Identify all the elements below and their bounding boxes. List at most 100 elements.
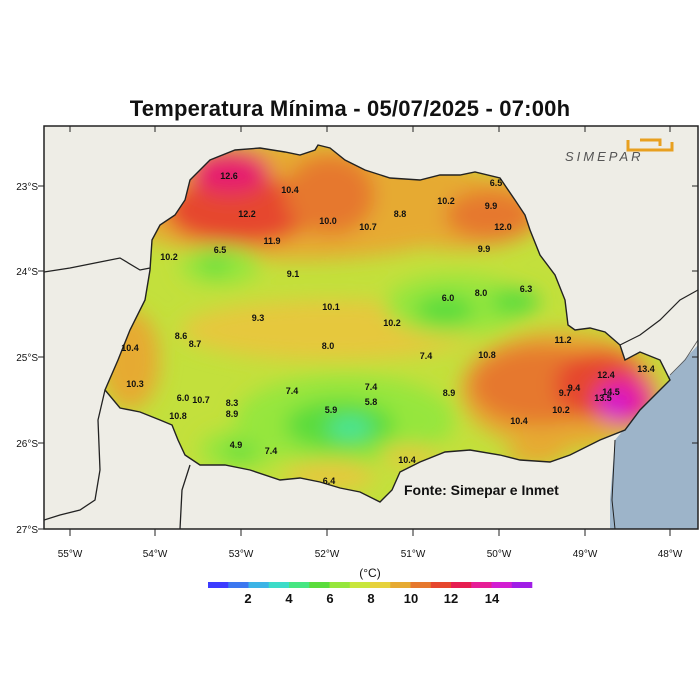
station-value: 6.3 xyxy=(520,284,533,294)
latitude-labels: 23°S 24°S 25°S 26°S 27°S xyxy=(16,182,38,536)
colorbar-swatch xyxy=(410,582,432,588)
boundary-west-north xyxy=(44,257,151,273)
colorbar-swatch xyxy=(349,582,371,588)
colorbar-tick: 2 xyxy=(244,591,251,606)
colorbar-swatch xyxy=(491,582,513,588)
colorbar-swatch xyxy=(370,582,391,588)
station-value: 13.4 xyxy=(637,364,655,374)
longitude-labels: 55°W 54°W 53°W 52°W 51°W 50°W 49°W 48°W xyxy=(58,549,683,560)
coastline-south xyxy=(611,439,616,529)
station-value: 10.2 xyxy=(160,252,178,262)
colorbar-swatch xyxy=(451,582,472,588)
colorbar-tick: 10 xyxy=(404,591,418,606)
lon-label-50w: 50°W xyxy=(487,549,512,560)
station-value: 12.2 xyxy=(238,209,256,219)
colorbar-swatch xyxy=(228,582,249,588)
logo-text: SIMEPAR xyxy=(565,149,644,164)
lon-label-49w: 49°W xyxy=(573,549,598,560)
station-value: 9.9 xyxy=(485,201,498,211)
coastline-east xyxy=(669,339,698,376)
colorbar-swatch xyxy=(511,582,533,588)
station-value: 7.4 xyxy=(286,386,299,396)
station-value: 9.9 xyxy=(478,244,491,254)
station-values: 12.6 10.4 12.2 11.9 10.0 10.7 8.8 10.2 6… xyxy=(121,171,655,486)
simepar-logo: SIMEPAR xyxy=(565,138,674,164)
lat-label-24s: 24°S xyxy=(16,267,38,278)
map-title: Temperatura Mínima - 05/07/2025 - 07:00h xyxy=(129,96,571,121)
colorbar-swatch xyxy=(208,582,229,588)
station-value: 12.0 xyxy=(494,222,512,232)
station-value: 5.8 xyxy=(365,397,378,407)
station-value: 10.8 xyxy=(169,411,187,421)
station-value: 9.7 xyxy=(559,388,572,398)
colorbar-swatch xyxy=(430,582,452,588)
simepar-logo-icon xyxy=(626,140,674,152)
colorbar-tick: 6 xyxy=(326,591,333,606)
boundary-west-south xyxy=(44,389,106,521)
station-value: 11.2 xyxy=(554,335,571,345)
station-value: 8.6 xyxy=(175,331,188,341)
station-value: 7.4 xyxy=(420,351,433,361)
station-value: 8.9 xyxy=(226,409,239,419)
station-value: 10.4 xyxy=(398,455,416,465)
station-value: 12.4 xyxy=(597,370,615,380)
boundary-east xyxy=(619,289,698,346)
station-value: 10.4 xyxy=(281,185,299,195)
station-value: 14.5 xyxy=(602,387,620,397)
temperature-field xyxy=(105,145,670,502)
lon-label-52w: 52°W xyxy=(315,549,340,560)
ocean-area xyxy=(610,345,698,529)
station-value: 10.0 xyxy=(319,216,337,226)
station-value: 10.4 xyxy=(510,416,528,426)
boundary-south xyxy=(179,464,191,529)
station-value: 7.4 xyxy=(265,446,278,456)
station-value: 10.2 xyxy=(437,196,455,206)
colorbar-swatch xyxy=(248,582,270,588)
colorbar-tick: 14 xyxy=(485,591,500,606)
station-value: 8.8 xyxy=(394,209,407,219)
lon-label-53w: 53°W xyxy=(229,549,254,560)
colorbar-swatch xyxy=(309,582,330,588)
station-value: 8.7 xyxy=(189,339,202,349)
station-value: 9.3 xyxy=(252,313,265,323)
station-value: 5.9 xyxy=(325,405,338,415)
lon-label-48w: 48°W xyxy=(658,549,683,560)
station-value: 10.4 xyxy=(121,343,139,353)
colorbar-swatch xyxy=(471,582,492,588)
station-value: 6.0 xyxy=(442,293,455,303)
colorbar-swatch xyxy=(289,582,310,588)
station-value: 10.7 xyxy=(192,395,210,405)
station-value: 4.9 xyxy=(230,440,243,450)
map-frame xyxy=(43,125,699,530)
source-credit: Fonte: Simepar e Inmet xyxy=(404,482,559,498)
colorbar-swatch xyxy=(390,582,411,588)
lat-label-26s: 26°S xyxy=(16,439,38,450)
station-value: 10.7 xyxy=(359,222,377,232)
lon-label-54w: 54°W xyxy=(143,549,168,560)
station-value: 11.9 xyxy=(263,236,280,246)
station-value: 10.1 xyxy=(322,302,340,312)
station-value: 7.4 xyxy=(365,382,378,392)
colorbar-tick: 4 xyxy=(285,591,293,606)
colorbar-tick: 12 xyxy=(444,591,458,606)
station-value: 6.5 xyxy=(490,178,503,188)
station-value: 12.6 xyxy=(220,171,238,181)
station-value: 6.5 xyxy=(214,245,227,255)
station-value: 8.0 xyxy=(322,341,335,351)
colorbar-swatches xyxy=(208,582,533,588)
lon-label-51w: 51°W xyxy=(401,549,426,560)
colorbar-unit: (°C) xyxy=(359,566,380,580)
lat-label-25s: 25°S xyxy=(16,353,38,364)
station-value: 8.0 xyxy=(475,288,488,298)
station-value: 8.9 xyxy=(443,388,456,398)
station-value: 9.4 xyxy=(568,383,581,393)
colorbar: (°C) 2 4 6 8 10 12 14 xyxy=(208,566,533,606)
lat-label-27s: 27°S xyxy=(16,525,38,536)
station-value: 6.4 xyxy=(323,476,336,486)
station-value: 10.2 xyxy=(552,405,570,415)
station-value: 8.3 xyxy=(226,398,239,408)
station-value: 10.2 xyxy=(383,318,401,328)
colorbar-tick: 8 xyxy=(367,591,374,606)
lat-label-23s: 23°S xyxy=(16,182,38,193)
